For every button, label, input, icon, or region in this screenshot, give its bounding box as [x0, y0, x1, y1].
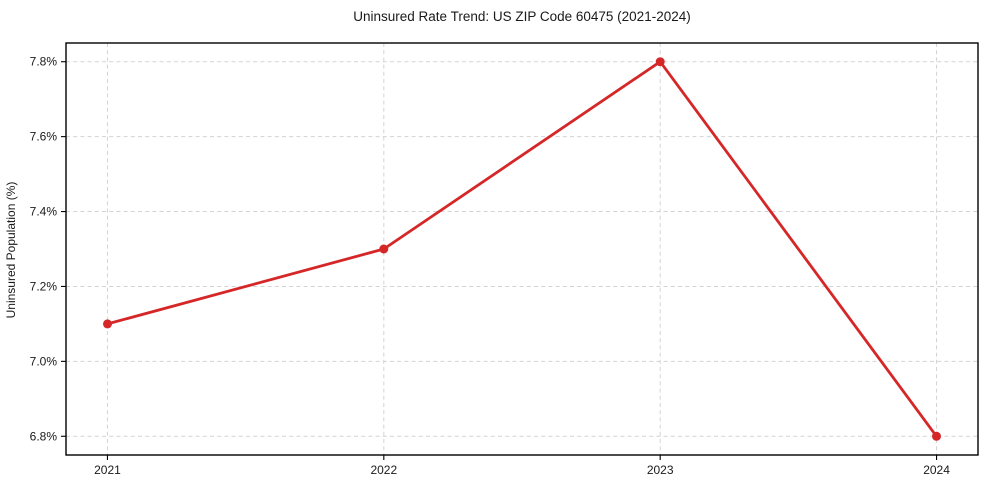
x-tick-label: 2022: [370, 463, 397, 477]
y-tick-label: 7.0%: [30, 354, 58, 368]
y-tick-label: 6.8%: [30, 429, 58, 443]
data-point: [655, 57, 665, 67]
y-tick-label: 7.2%: [30, 279, 58, 293]
axes-frame: [65, 42, 979, 456]
x-tick-label: 2024: [923, 463, 950, 477]
y-tick-label: 7.6%: [30, 130, 58, 144]
data-point: [379, 244, 389, 254]
data-point: [103, 319, 112, 329]
x-tick-label: 2023: [647, 463, 674, 477]
trend-line: [106, 60, 938, 438]
y-tick-label: 7.8%: [30, 55, 58, 69]
data-point: [932, 431, 941, 441]
chart-title: Uninsured Rate Trend: US ZIP Code 60475 …: [353, 9, 691, 24]
y-tick-label: 7.4%: [30, 205, 58, 219]
x-tick-label: 2021: [94, 463, 121, 477]
